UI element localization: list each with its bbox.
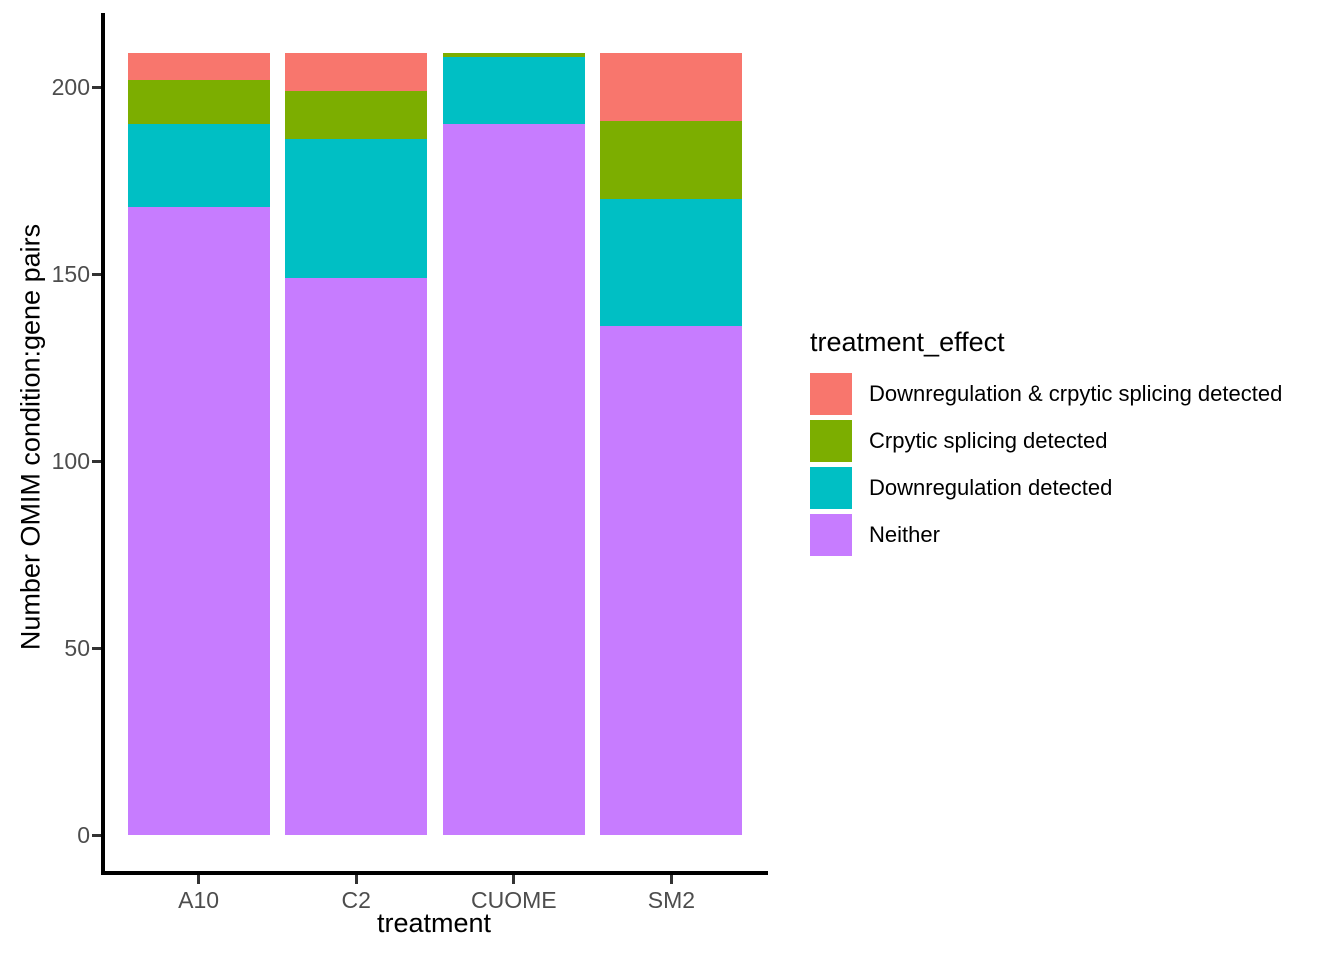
y-tick-mark [92, 272, 101, 276]
y-axis-title: Number OMIM condition:gene pairs [15, 223, 46, 651]
bar-segment-SM2 [600, 326, 743, 835]
legend-key-swatch [810, 467, 852, 509]
x-tick-label: SM2 [647, 887, 696, 913]
legend-key-swatch [810, 420, 852, 462]
x-tick-mark [512, 875, 516, 884]
legend-label: Neither [869, 522, 940, 547]
bar-segment-CUOME [442, 53, 585, 58]
y-tick-mark [92, 646, 101, 650]
x-axis-line [101, 871, 768, 875]
legend-label: Downregulation detected [869, 475, 1113, 500]
y-tick-mark [92, 85, 101, 89]
legend-key-swatch [810, 373, 852, 415]
bar-segment-C2 [285, 53, 428, 91]
legend-item: Neither [810, 514, 1282, 556]
bar-segment-C2 [285, 139, 428, 278]
x-tick-label: CUOME [470, 887, 557, 913]
y-tick-mark [92, 459, 101, 463]
legend: treatment_effect Downregulation & crpyti… [810, 327, 1282, 561]
legend-label: Crpytic splicing detected [869, 428, 1108, 453]
bar-segment-A10 [127, 79, 270, 125]
x-axis-title: treatment [376, 908, 492, 938]
bar-segment-A10 [127, 124, 270, 207]
x-tick-mark [197, 875, 201, 884]
y-tick-label: 50 [64, 635, 90, 661]
x-tick-label: C2 [341, 887, 371, 913]
y-tick-mark [92, 833, 101, 837]
bar-segment-A10 [127, 206, 270, 835]
bar-segment-A10 [127, 53, 270, 80]
legend-title: treatment_effect [810, 327, 1005, 357]
legend-item: Downregulation & crpytic splicing detect… [810, 373, 1282, 415]
bar-segment-CUOME [442, 124, 585, 835]
bar-segment-CUOME [442, 57, 585, 125]
y-axis-line [101, 13, 105, 875]
legend-items: Downregulation & crpytic splicing detect… [810, 373, 1282, 556]
x-tick-label: A10 [178, 887, 220, 913]
bar-segment-C2 [285, 90, 428, 140]
y-tick-label: 100 [51, 448, 90, 474]
x-tick-mark [354, 875, 358, 884]
bar-segment-C2 [285, 277, 428, 835]
bar-segment-SM2 [600, 53, 743, 121]
legend-item: Downregulation detected [810, 467, 1282, 509]
y-tick-label: 0 [77, 822, 90, 848]
x-tick-mark [669, 875, 673, 884]
y-tick-label: 150 [51, 261, 90, 287]
bar-segment-SM2 [600, 199, 743, 327]
legend-item: Crpytic splicing detected [810, 420, 1282, 462]
legend-key-swatch [810, 514, 852, 556]
legend-label: Downregulation & crpytic splicing detect… [869, 381, 1283, 406]
bar-segment-SM2 [600, 120, 743, 200]
y-tick-label: 200 [51, 74, 90, 100]
